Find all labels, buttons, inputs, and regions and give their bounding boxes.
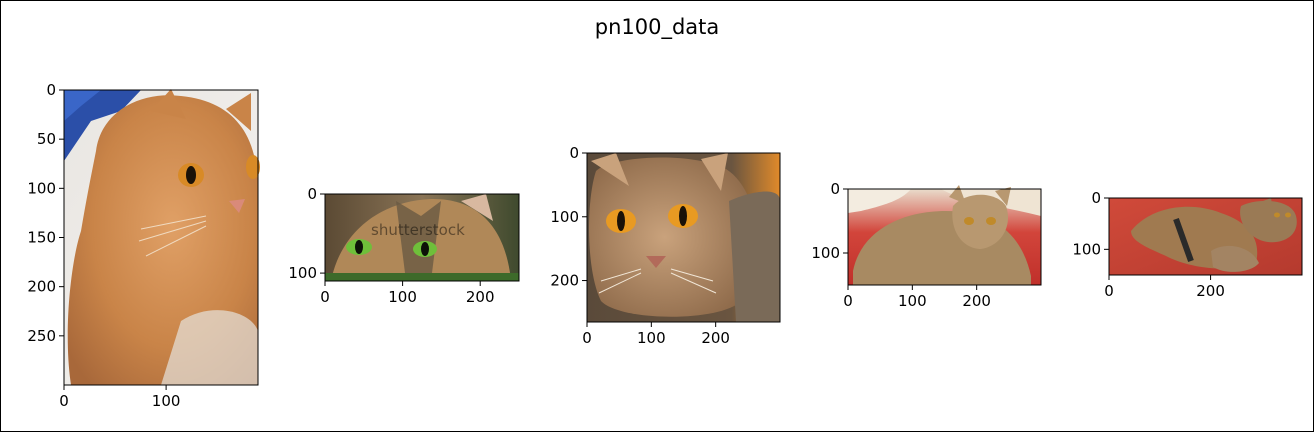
panel-2-xtick-label: 0 (320, 288, 330, 306)
panel-4-ytick-label: 100 (811, 244, 840, 262)
panel-3-xtick-label: 100 (637, 329, 666, 347)
panel-5-xtick-label: 0 (1104, 282, 1114, 300)
watermark-text: shutterstock (371, 221, 465, 239)
panel-4-image (848, 185, 1041, 285)
panel-2-xtick-label: 200 (466, 288, 495, 306)
panel-4-xtick-label: 200 (962, 292, 991, 310)
panel-1-xtick-label: 0 (59, 392, 69, 410)
panel-5: 0 200 0 100 (1072, 189, 1303, 300)
panel-3-ytick-label: 200 (550, 272, 579, 290)
panel-4: 0 100 200 0 100 (811, 180, 1042, 310)
panel-3-ytick-label: 0 (569, 144, 579, 162)
panel-1: 0 100 0 50 100 150 200 250 (27, 81, 260, 410)
panel-2-ytick-label: 100 (288, 264, 317, 282)
panel-1-image (64, 89, 260, 385)
panel-3-image (587, 153, 780, 322)
panel-5-xtick-label: 200 (1196, 282, 1225, 300)
panel-3: 0 100 200 0 100 200 (550, 144, 781, 347)
panel-3-xtick-label: 200 (701, 329, 730, 347)
panel-4-xtick-label: 0 (843, 292, 853, 310)
panel-5-ytick-label: 100 (1072, 240, 1101, 258)
panel-1-ytick-label: 200 (27, 278, 56, 296)
panel-3-xtick-label: 0 (582, 329, 592, 347)
panel-5-image (1109, 198, 1302, 275)
panel-4-xtick-label: 100 (898, 292, 927, 310)
panel-1-ytick-label: 100 (27, 179, 56, 197)
panel-1-ytick-label: 250 (27, 327, 56, 345)
panel-1-ytick-label: 50 (37, 130, 56, 148)
panel-5-ytick-label: 0 (1091, 189, 1101, 207)
panel-1-xtick-label: 100 (152, 392, 181, 410)
panel-3-ytick-label: 100 (550, 208, 579, 226)
panel-1-ytick-label: 150 (27, 229, 56, 247)
panel-2-xtick-label: 100 (388, 288, 417, 306)
panel-2-ytick-label: 0 (307, 185, 317, 203)
figure-title: pn100_data (594, 15, 720, 39)
panel-4-ytick-label: 0 (830, 180, 840, 198)
panel-1-ytick-label: 0 (46, 81, 56, 99)
panel-2-image: shutterstock (325, 194, 519, 281)
